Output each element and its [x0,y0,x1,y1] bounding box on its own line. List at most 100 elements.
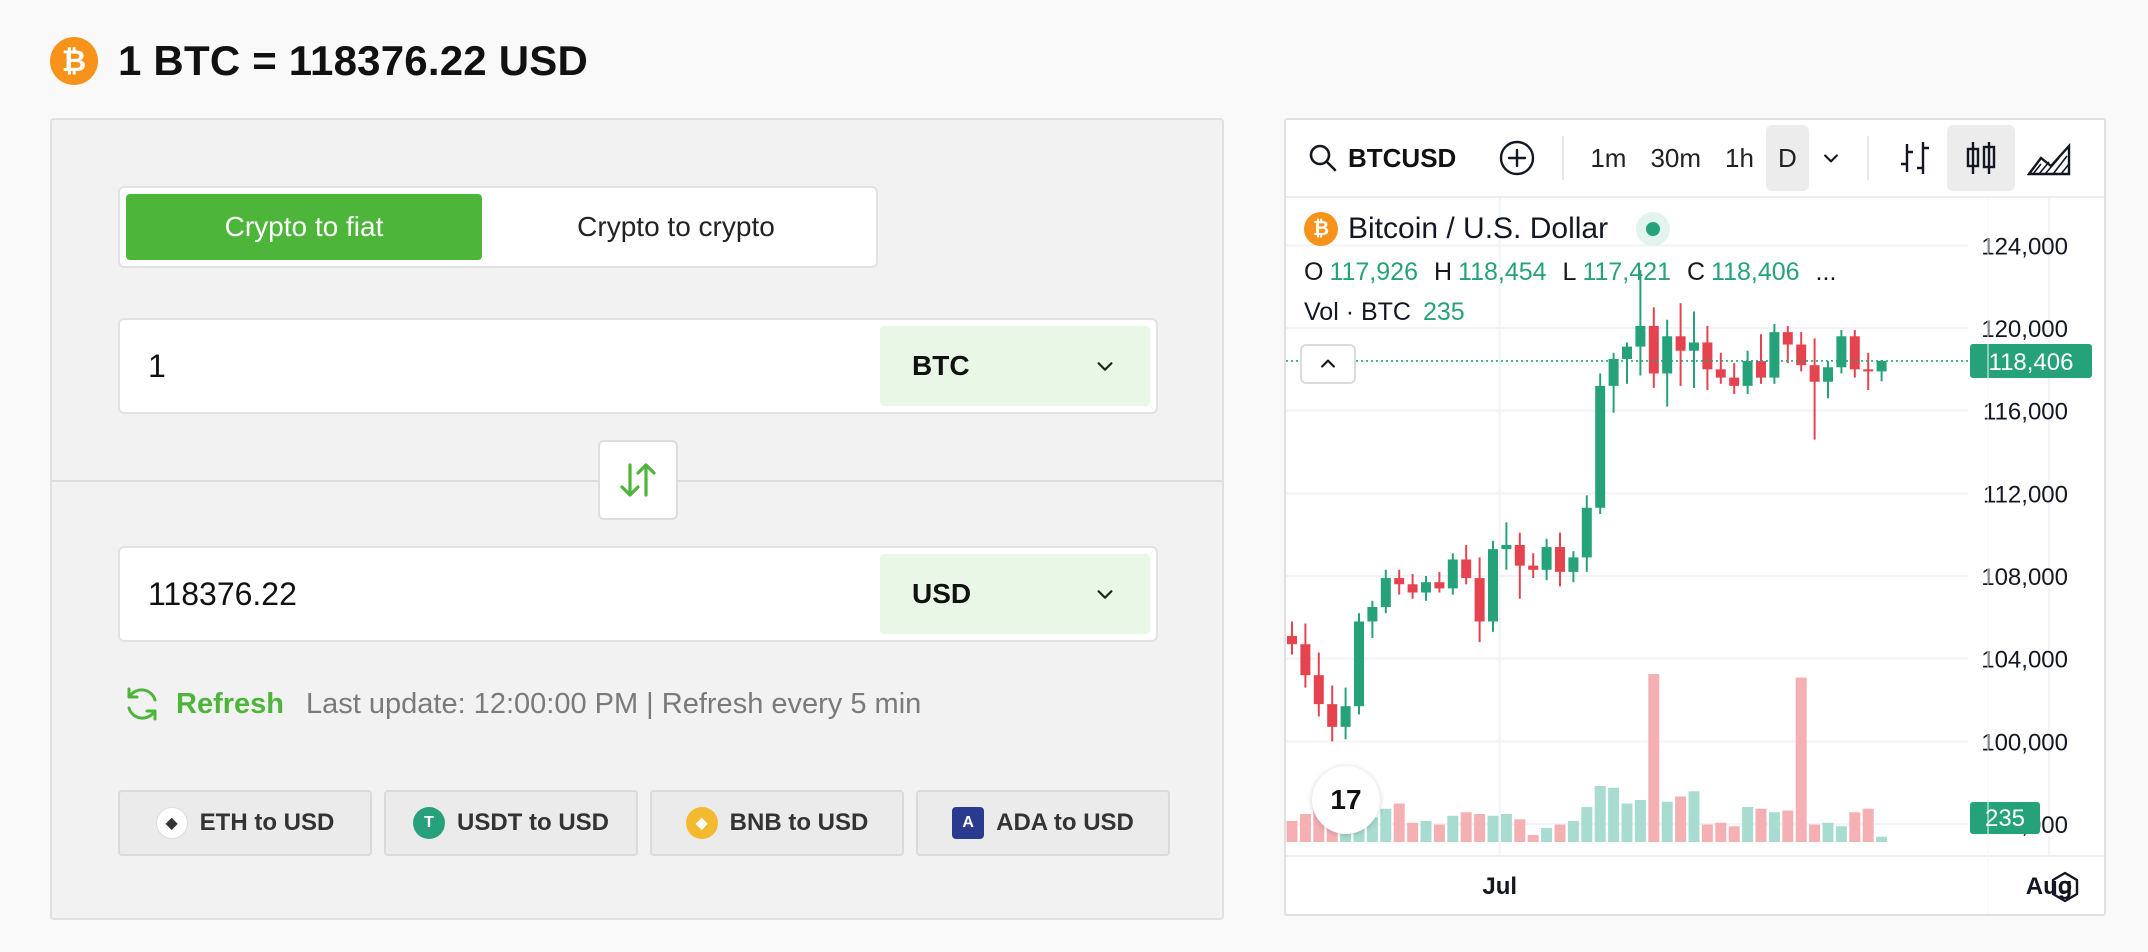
volume-bar [1688,791,1700,842]
candle-body [1662,336,1673,374]
quick-link-usdt-usd[interactable]: T USDT to USD [384,790,638,856]
chart-widget: BTCUSD 1m 30m 1h D 124,000 120,000 116,000… [1284,118,2106,916]
candle-body [1461,559,1472,579]
volume-label: Vol · BTC [1304,298,1411,326]
interval-1m[interactable]: 1m [1590,142,1627,173]
last-price-tag [1970,343,2092,378]
page-header: ₿ 1 BTC = 118376.22 USD [50,36,588,86]
volume-bar [1541,828,1553,842]
candle-body [1555,547,1565,572]
volume-bar [1447,815,1459,842]
candles-style-button[interactable] [1946,125,2015,191]
collapse-legend-button[interactable] [1300,344,1356,384]
candle-body [1421,582,1431,593]
ohlc-high-label: H [1433,258,1453,286]
candlestick-chart[interactable]: 124,000 120,000 116,000 112,000 108,000 104,0… [1286,198,2106,916]
ohlc-high-value: 118,454 [1458,258,1547,286]
bars-style-button[interactable] [1883,125,1947,191]
quick-link-bnb-usd[interactable]: ◆ BNB to USD [650,790,904,856]
mode-crypto-to-crypto[interactable]: Crypto to crypto [577,211,775,242]
candle-body [1769,332,1780,378]
to-amount-input[interactable] [120,548,880,640]
quick-link-ada-usd[interactable]: A ADA to USD [916,790,1170,856]
chevron-down-icon [1097,362,1113,371]
refresh-info: Last update: 12:00:00 PM | Refresh every… [306,687,922,720]
from-currency-select[interactable]: BTC [880,326,1150,406]
price-axis-label: 100,000 [1981,729,2068,756]
candle-body [1809,365,1820,382]
area-style-button[interactable] [2015,125,2083,191]
settings-icon[interactable] [2048,870,2082,904]
volume-bar [1594,786,1606,842]
price-axis-label: 112,000 [1983,481,2068,508]
candle-body [1823,367,1833,382]
volume-bar [1313,808,1325,842]
candle-body [1474,578,1485,622]
candle-body [1568,557,1579,572]
btc-logo-icon: ₿ [1304,212,1338,246]
candle-body [1380,578,1391,607]
time-axis-label: Aug [2026,873,2073,900]
candle-body [1354,621,1364,707]
volume-bar [1286,821,1298,842]
bnb-icon: ◆ [685,807,718,839]
volume-bar [1634,800,1646,842]
candle-body [1756,361,1766,378]
converter-panel: Crypto to fiat Crypto to crypto BTC USD [50,118,1224,920]
usdt-icon: T [413,807,445,839]
candle-body [1622,346,1632,359]
volume-bar [1755,808,1767,842]
candle-body [1327,704,1338,727]
volume-bar [1742,807,1754,842]
volume-bar [1795,677,1807,842]
to-currency-label: USD [912,578,972,609]
from-amount-input[interactable] [120,320,880,412]
refresh-link[interactable]: Refresh [176,687,284,720]
tradingview-logo[interactable]: 17 [1312,766,1380,834]
candle-body [1689,342,1699,351]
volume-bar [1581,807,1593,842]
candle-body [1501,545,1512,550]
mode-crypto-to-fiat[interactable]: Crypto to fiat [126,194,482,260]
quick-link-label: BNB to USD [729,809,869,836]
volume-bar [1608,787,1620,842]
volume-bar [1460,812,1472,842]
volume-value: 235 [1422,298,1465,326]
interval-dropdown[interactable] [1809,125,1853,191]
page-title: 1 BTC = 118376.22 USD [118,37,588,84]
ohlc-close-label: C [1686,258,1706,286]
refresh-icon[interactable] [122,684,162,724]
volume-bar [1380,808,1392,842]
interval-d[interactable]: D [1765,125,1809,191]
market-open-icon [1636,212,1671,246]
chevron-down-icon [1097,590,1113,599]
candle-body [1796,344,1807,366]
interval-30m[interactable]: 30m [1650,142,1702,173]
candle-body [1648,325,1659,374]
symbol-search[interactable]: BTCUSD [1308,143,1456,174]
volume-bar [1835,826,1847,842]
volume-bar [1701,824,1713,842]
volume-bar [1675,796,1687,842]
btc-logo-icon: ₿ [50,37,98,85]
price-axis-label: 124,000 [1981,233,2068,260]
volume-bar [1809,824,1821,842]
candle-body [1595,385,1606,508]
quick-link-label: ADA to USD [996,809,1134,836]
volume-bar [1433,824,1445,842]
price-axis-label: 120,000 [1981,316,2068,343]
volume-bar [1876,836,1888,842]
quick-link-eth-usd[interactable]: ◆ ETH to USD [118,790,372,856]
toolbar-separator [1562,136,1565,180]
candle-body [1367,607,1378,622]
compare-button[interactable] [1486,125,1548,191]
interval-1h[interactable]: 1h [1725,142,1754,173]
volume-bar [1728,826,1740,842]
volume-bar [1366,817,1378,842]
ohlc-more[interactable]: ... [1815,258,1837,286]
volume-bar [1715,822,1727,842]
candles-icon [1966,142,1995,174]
candle-body [1729,377,1740,386]
swap-button[interactable] [598,440,678,520]
to-currency-select[interactable]: USD [880,554,1150,634]
